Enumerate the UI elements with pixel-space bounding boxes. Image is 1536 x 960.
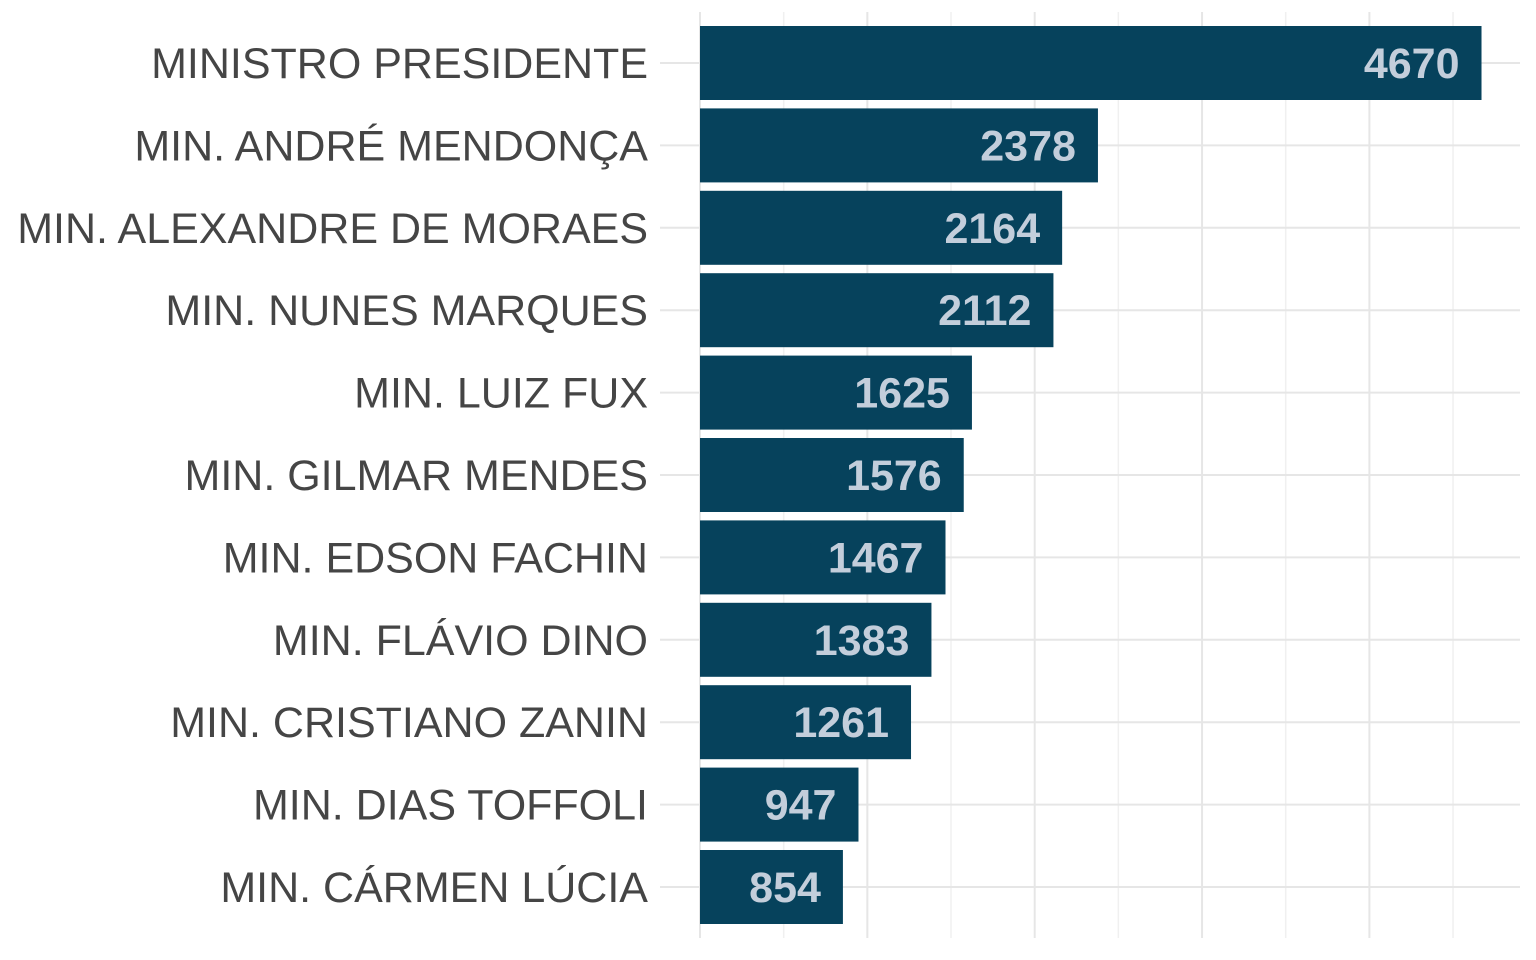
- value-label: 2378: [980, 122, 1076, 170]
- bar: [700, 355, 972, 430]
- category-labels: MINISTRO PRESIDENTE MIN. ANDRÉ MENDONÇA MI…: [17, 40, 648, 912]
- category-label: MIN. GILMAR MENDES: [185, 452, 649, 500]
- category-label: MIN. FLÁVIO DINO: [273, 617, 648, 665]
- value-label: 1261: [793, 699, 889, 747]
- category-label: MIN. CÁRMEN LÚCIA: [220, 864, 648, 912]
- bars: [700, 26, 1482, 924]
- category-label: MIN. ANDRÉ MENDONÇA: [134, 122, 648, 170]
- value-label: 854: [749, 864, 821, 912]
- value-label: 1576: [846, 452, 942, 500]
- bar: [700, 273, 1054, 348]
- value-labels: 4670 2378 2164 2112 1625 1576 1467 1383 1261 947 8…: [749, 40, 1459, 912]
- bar: [700, 190, 1063, 265]
- bar: [700, 602, 932, 677]
- value-label: 4670: [1364, 40, 1460, 88]
- value-label: 1467: [828, 534, 924, 582]
- bar: [700, 850, 843, 924]
- value-label: 947: [765, 782, 837, 830]
- value-label: 2112: [938, 287, 1031, 335]
- value-label: 1383: [814, 617, 910, 665]
- bar: [700, 685, 912, 760]
- bar: [700, 520, 946, 595]
- category-label: MIN. CRISTIANO ZANIN: [170, 699, 648, 747]
- category-label: MIN. NUNES MARQUES: [165, 287, 648, 335]
- bar: [700, 26, 1482, 100]
- category-label: MIN. ALEXANDRE DE MORAES: [17, 205, 648, 253]
- value-label: 1625: [854, 370, 950, 418]
- bar: [700, 438, 964, 512]
- category-label: MINISTRO PRESIDENTE: [151, 40, 648, 88]
- category-label: MIN. EDSON FACHIN: [223, 534, 648, 582]
- bar: [700, 108, 1098, 183]
- bar: [700, 767, 859, 842]
- category-label: MIN. DIAS TOFFOLI: [253, 782, 648, 830]
- category-label: MIN. LUIZ FUX: [354, 370, 648, 418]
- value-label: 2164: [944, 205, 1040, 253]
